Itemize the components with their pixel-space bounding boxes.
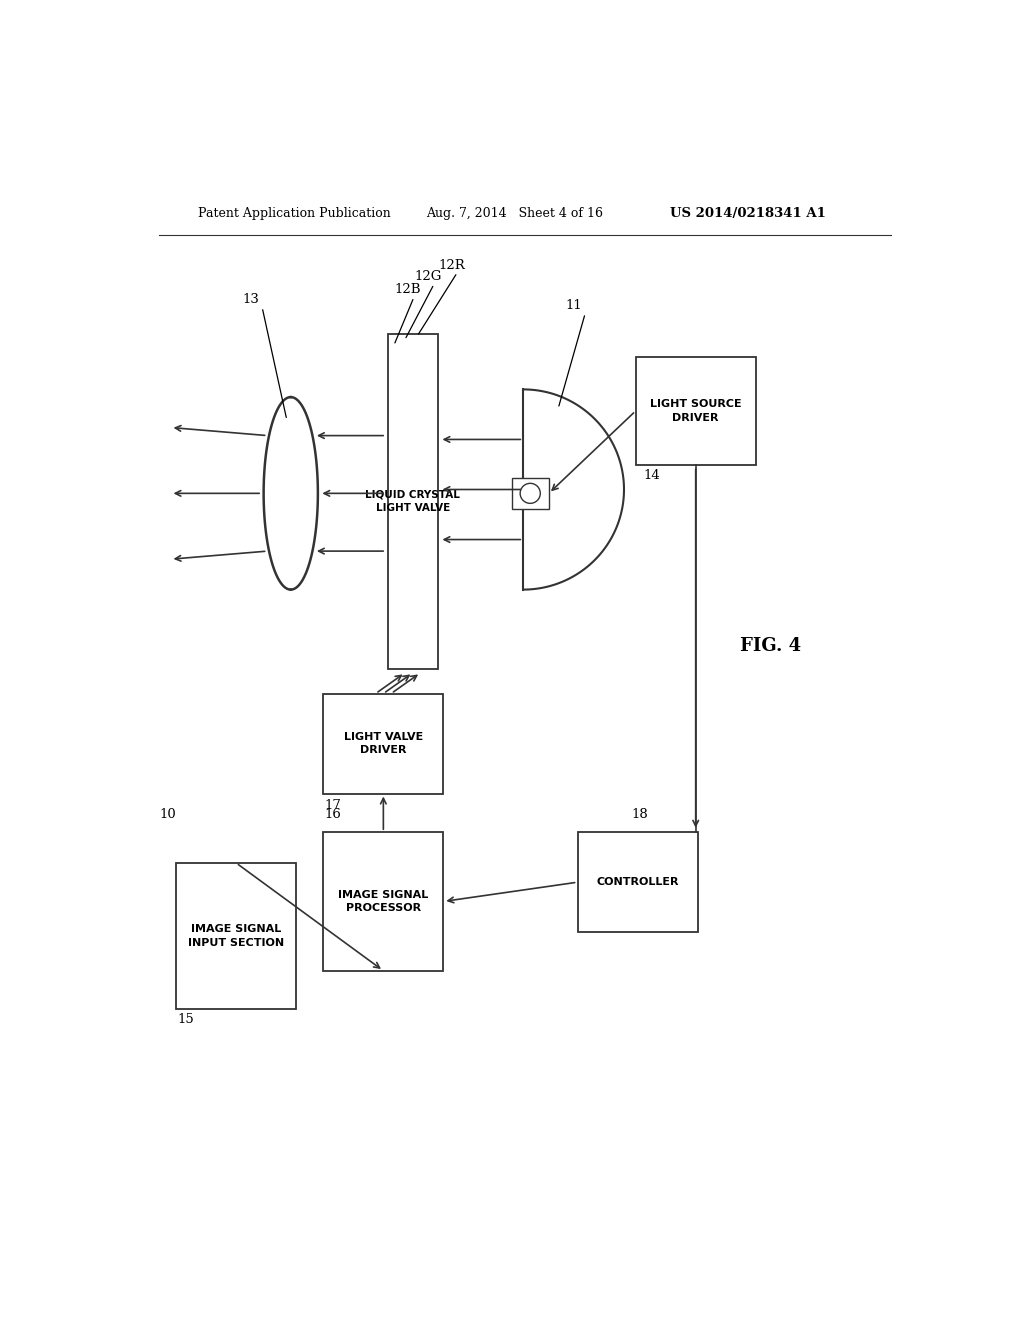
Text: IMAGE SIGNAL
INPUT SECTION: IMAGE SIGNAL INPUT SECTION	[188, 924, 285, 948]
Text: FIG. 4: FIG. 4	[740, 638, 802, 655]
Text: LIGHT VALVE
DRIVER: LIGHT VALVE DRIVER	[344, 733, 423, 755]
Bar	[512, 478, 549, 508]
Text: Patent Application Publication: Patent Application Publication	[198, 207, 390, 220]
Text: 18: 18	[632, 808, 648, 821]
Bar	[324, 693, 443, 793]
Text: 16: 16	[325, 808, 342, 821]
Text: 15: 15	[177, 1014, 195, 1026]
Bar	[324, 832, 443, 970]
Text: 13: 13	[243, 293, 259, 306]
Text: 11: 11	[566, 300, 583, 313]
Bar	[636, 358, 756, 465]
Text: CONTROLLER: CONTROLLER	[596, 878, 679, 887]
Text: 12G: 12G	[415, 271, 442, 282]
Text: LIGHT SOURCE
DRIVER: LIGHT SOURCE DRIVER	[650, 400, 741, 422]
Text: 14: 14	[643, 469, 660, 482]
Bar	[578, 832, 697, 932]
Text: 12B: 12B	[394, 284, 421, 296]
Text: IMAGE SIGNAL
PROCESSOR: IMAGE SIGNAL PROCESSOR	[338, 890, 428, 913]
Text: LIQUID CRYSTAL
LIGHT VALVE: LIQUID CRYSTAL LIGHT VALVE	[366, 490, 460, 513]
Text: US 2014/0218341 A1: US 2014/0218341 A1	[671, 207, 826, 220]
Text: 10: 10	[159, 808, 176, 821]
Text: 12R: 12R	[438, 259, 465, 272]
Bar	[388, 334, 438, 669]
Bar	[176, 863, 296, 1010]
Text: Aug. 7, 2014   Sheet 4 of 16: Aug. 7, 2014 Sheet 4 of 16	[426, 207, 603, 220]
Text: 17: 17	[325, 799, 342, 812]
